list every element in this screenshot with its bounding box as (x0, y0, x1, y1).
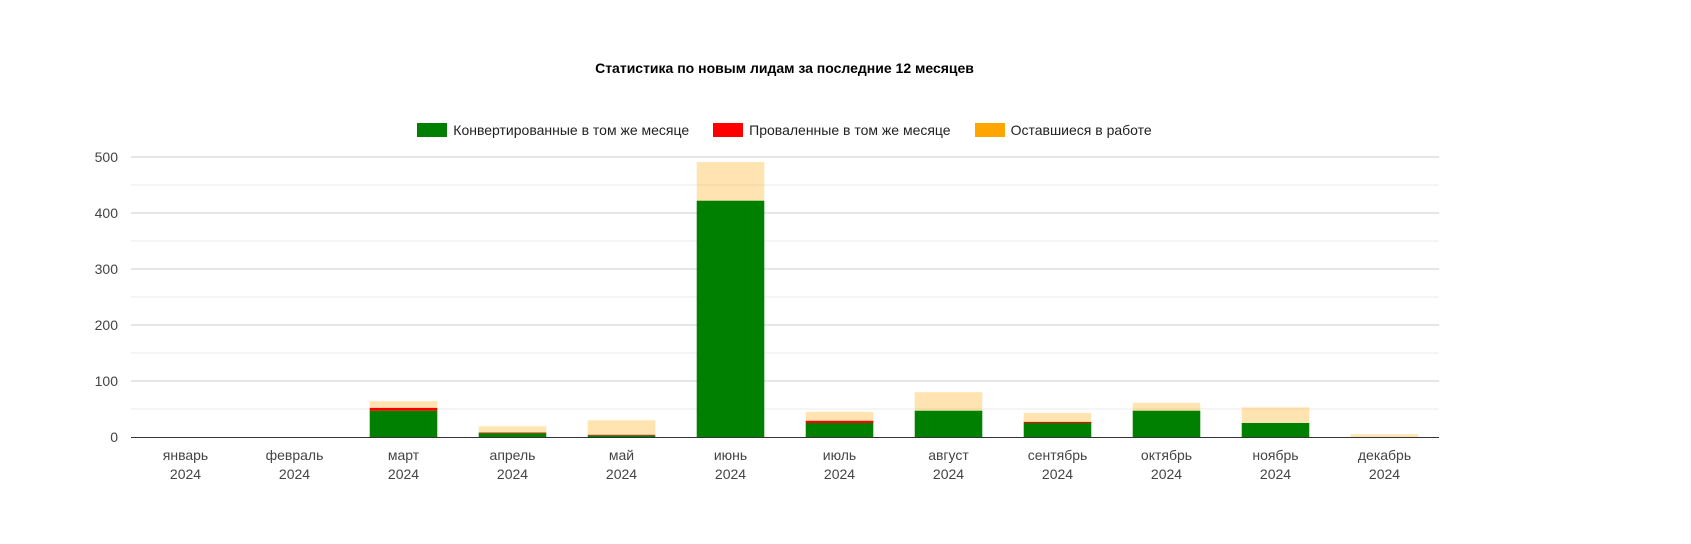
bar-segment (587, 435, 656, 437)
x-tick-label-year: 2024 (497, 466, 528, 482)
x-tick-label-month: сентябрь (1028, 447, 1088, 463)
x-tick-label-year: 2024 (1369, 466, 1400, 482)
x-tick-label-year: 2024 (715, 466, 746, 482)
bar-segment (805, 411, 874, 421)
x-tick-label-month: январь (163, 447, 208, 463)
bar-segment (478, 426, 547, 433)
chart-legend: Конвертированные в том же месяце Провален… (0, 122, 1569, 138)
y-tick-label: 500 (95, 149, 119, 165)
x-tick-label-month: февраль (266, 447, 324, 463)
legend-label: Конвертированные в том же месяце (453, 122, 690, 138)
legend-item[interactable]: Конвертированные в том же месяце (417, 122, 689, 138)
bar-segment (914, 392, 983, 411)
x-tick-label-year: 2024 (388, 466, 419, 482)
x-tick-label-year: 2024 (824, 466, 855, 482)
x-tick-label-month: апрель (490, 447, 536, 463)
x-tick-label-year: 2024 (606, 466, 637, 482)
legend-label: Оставшиеся в работе (1010, 122, 1152, 138)
bar-segment (1023, 412, 1092, 422)
bar-segment (587, 434, 656, 436)
x-tick-label-month: март (388, 447, 420, 463)
x-tick-label-year: 2024 (1042, 466, 1073, 482)
legend-swatch (974, 123, 1005, 137)
x-tick-label-month: ноябрь (1252, 447, 1298, 463)
bar-segment (1023, 421, 1092, 423)
bar-segment (478, 433, 547, 437)
bar-segment (1132, 402, 1201, 411)
x-tick-label-month: июнь (714, 447, 747, 463)
x-tick-label-year: 2024 (1260, 466, 1291, 482)
x-tick-label-year: 2024 (279, 466, 310, 482)
legend-item[interactable]: Проваленные в том же месяце (713, 122, 951, 138)
bar-segment (1241, 407, 1310, 423)
y-tick-label: 400 (95, 205, 119, 221)
bar-segment (1023, 423, 1092, 437)
x-tick-label-month: июль (823, 447, 856, 463)
bar-segment (696, 162, 765, 201)
bar-segment (369, 407, 438, 411)
legend-item[interactable]: Оставшиеся в работе (974, 122, 1152, 138)
bar-segment (805, 420, 874, 423)
x-tick-label-month: август (928, 447, 969, 463)
y-tick-label: 200 (95, 317, 119, 333)
bar-segment (587, 420, 656, 435)
x-tick-label-month: декабрь (1358, 447, 1411, 463)
legend-label: Проваленные в том же месяце (749, 122, 951, 138)
y-tick-label: 100 (95, 373, 119, 389)
bar-segment (1350, 434, 1419, 437)
x-tick-label-month: октябрь (1141, 447, 1192, 463)
x-tick-label-month: май (609, 447, 634, 463)
bar-segment (478, 432, 547, 434)
x-tick-label-year: 2024 (1151, 466, 1182, 482)
legend-swatch (417, 123, 448, 137)
x-tick-label-year: 2024 (170, 466, 201, 482)
bar-segment (914, 410, 983, 437)
bar-segment (696, 200, 765, 437)
bar-segment (369, 401, 438, 408)
bar-segment (805, 423, 874, 437)
x-tick-label-year: 2024 (933, 466, 964, 482)
bar-segment (1132, 410, 1201, 437)
legend-swatch (713, 123, 744, 137)
bar-segment (369, 410, 438, 437)
y-tick-label: 300 (95, 261, 119, 277)
bar-segment (1241, 423, 1310, 437)
chart-title: Статистика по новым лидам за последние 1… (595, 60, 974, 76)
y-tick-label: 0 (110, 429, 118, 445)
